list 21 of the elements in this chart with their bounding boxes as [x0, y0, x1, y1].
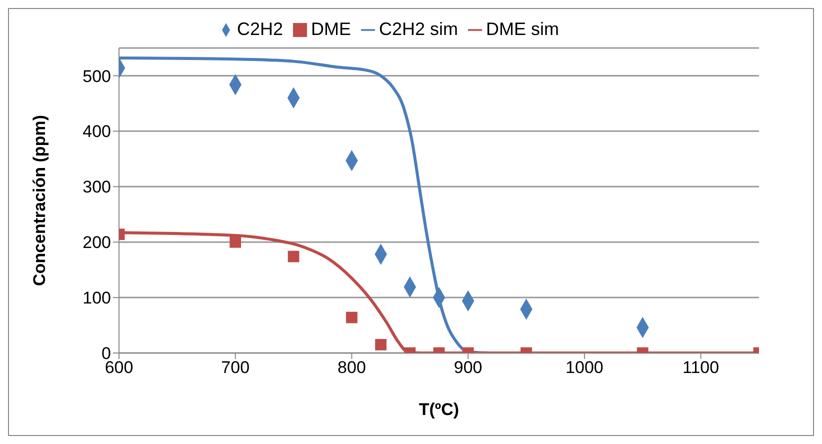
y-tick-label: 200 — [82, 233, 111, 252]
point — [346, 312, 358, 324]
y-axis-title: Concentración (ppm) — [30, 115, 50, 286]
legend-label: DME — [311, 19, 351, 39]
x-tick-label: 1100 — [682, 358, 720, 378]
y-tick-label: 500 — [82, 66, 111, 86]
y-tick-label: 300 — [82, 178, 111, 197]
y-tick-label: 400 — [82, 122, 111, 142]
point — [230, 236, 242, 248]
x-tick-label: 800 — [338, 358, 366, 378]
x-axis-title: T(ºC) — [418, 400, 460, 419]
y-tick-label: 100 — [82, 288, 111, 308]
x-tick-label: 700 — [221, 358, 250, 378]
x-tick-label: 600 — [104, 358, 134, 378]
legend-label: C2H2 — [236, 19, 283, 39]
x-tick-label: 1000 — [566, 358, 604, 378]
legend-label: DME sim — [486, 19, 560, 39]
legend-label: C2H2 sim — [379, 19, 458, 39]
point — [375, 338, 387, 350]
point — [288, 250, 300, 262]
x-tick-label: 900 — [454, 358, 482, 378]
